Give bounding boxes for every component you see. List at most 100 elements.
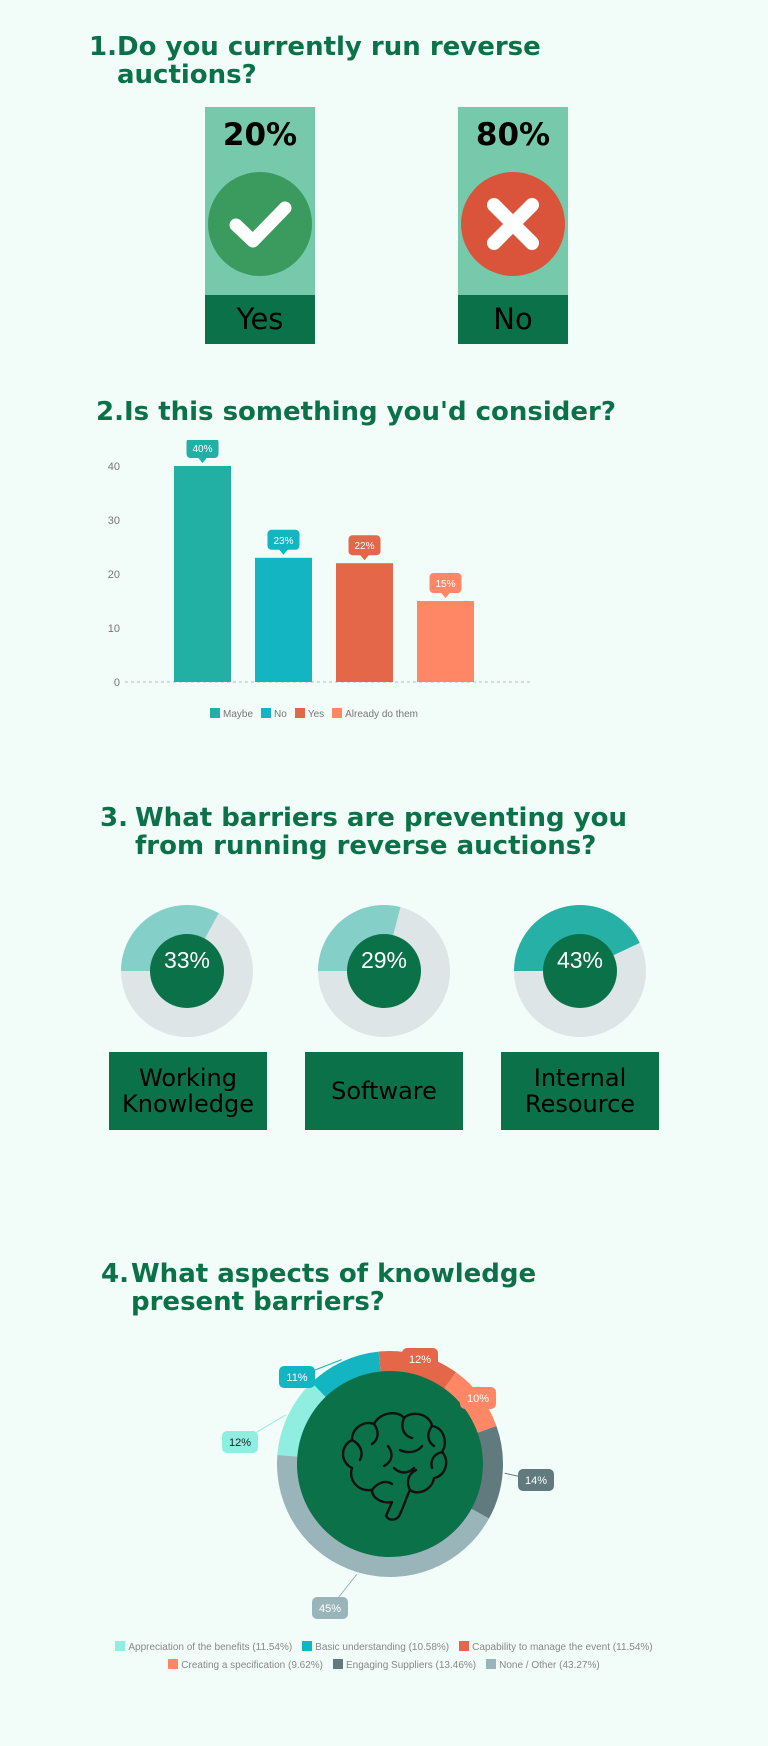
donut-internal-resource-pct: 43% bbox=[556, 947, 604, 973]
pie-legend-item: Basic understanding (10.58%) bbox=[302, 1641, 450, 1653]
donut-software-ring bbox=[318, 905, 450, 1037]
donut-working-knowledge: 33% bbox=[121, 905, 253, 1037]
pie-slice-tag: 14% bbox=[518, 1469, 554, 1491]
donut-software: 29% bbox=[318, 905, 450, 1037]
bar-value-tag-pointer bbox=[278, 548, 289, 555]
legend-swatch bbox=[332, 708, 343, 718]
donut-center bbox=[150, 934, 224, 1008]
legend-label: Engaging Suppliers (13.46%) bbox=[346, 1660, 477, 1671]
yes-circle bbox=[208, 172, 312, 276]
yes-card: 20% Yes bbox=[205, 107, 315, 344]
pie-slice-label: 11% bbox=[286, 1372, 307, 1384]
q2-title: 2. Is this something you'd consider? bbox=[96, 398, 716, 428]
q4-title-line2: present barriers? bbox=[131, 1287, 385, 1317]
legend-label: Appreciation of the benefits (11.54%) bbox=[128, 1642, 293, 1653]
pie-legend-item: None / Other (43.27%) bbox=[486, 1659, 600, 1671]
bar-legend-item: Maybe bbox=[210, 708, 253, 720]
legend-swatch bbox=[115, 1641, 126, 1651]
pie-legend-item: Engaging Suppliers (13.46%) bbox=[333, 1659, 477, 1671]
bar-value-tag-pointer bbox=[440, 592, 451, 598]
pie-slice-label: 14% bbox=[525, 1475, 547, 1487]
y-tick-label: 30 bbox=[108, 515, 120, 527]
pie-slice-tag-bg bbox=[460, 1387, 496, 1409]
x-icon bbox=[487, 198, 539, 250]
bar-value-tag-bg bbox=[348, 535, 381, 556]
pie-slice-label: 10% bbox=[467, 1393, 489, 1405]
donut-software-pct: 29% bbox=[360, 947, 408, 973]
q3-title: 3. What barriers are preventing you from… bbox=[100, 804, 720, 864]
bar-value-tag-pointer bbox=[197, 457, 208, 463]
pie-slice-tag: 10% bbox=[460, 1387, 496, 1409]
q3-title-line1: What barriers are preventing you bbox=[135, 803, 627, 833]
donut-working-knowledge-ring bbox=[121, 905, 253, 1037]
bar-value-label: 40% bbox=[192, 444, 212, 455]
q3-number: 3. bbox=[100, 803, 128, 833]
bar-no bbox=[255, 557, 312, 682]
barrier-working-knowledge: Working Knowledge bbox=[109, 1052, 267, 1130]
pie-slice-tag: 12% bbox=[222, 1431, 258, 1453]
bar-chart: 0 10 20 30 40 40% 23% 22% 15% bbox=[108, 440, 530, 689]
q4-title: 4. What aspects of knowledge present bar… bbox=[101, 1260, 721, 1320]
barrier-internal-resource-line1: Internal bbox=[533, 1064, 627, 1092]
bar-value-tag: 15% bbox=[429, 573, 462, 598]
y-tick-label: 40 bbox=[108, 461, 120, 473]
pie-legend-item: Appreciation of the benefits (11.54%) bbox=[115, 1641, 293, 1653]
q1-title: 1. Do you currently run reverse auctions… bbox=[89, 33, 689, 93]
pie-slice-tag: 11% bbox=[279, 1366, 315, 1388]
pie-slice-tag: 45% bbox=[312, 1597, 348, 1619]
bar-value-tag-bg bbox=[267, 529, 300, 550]
pie-slice-label: 45% bbox=[319, 1603, 341, 1615]
bar-value-label: 23% bbox=[273, 536, 293, 547]
pie-legend-item: Creating a specification (9.62%) bbox=[168, 1659, 324, 1671]
q2-title-text: Is this something you'd consider? bbox=[124, 397, 616, 427]
legend-swatch bbox=[333, 1659, 344, 1669]
bar-value-tag-bg bbox=[429, 573, 462, 593]
no-percent: 80% bbox=[475, 117, 551, 153]
brain-outline bbox=[341, 1412, 448, 1521]
bar-value-label: 15% bbox=[435, 579, 455, 590]
legend-label: Basic understanding (10.58%) bbox=[315, 1642, 450, 1653]
bar-value-tag: 40% bbox=[186, 440, 219, 463]
bar-value-tag-pointer bbox=[359, 554, 370, 561]
legend-label: Already do them bbox=[345, 709, 418, 720]
knowledge-donut-chart: 12% 11% 12% 10% 14% 45% bbox=[222, 1348, 554, 1619]
legend-label: Capability to manage the event (11.54%) bbox=[472, 1642, 653, 1653]
barrier-working-knowledge-line2: Knowledge bbox=[122, 1090, 254, 1118]
legend-label: None / Other (43.27%) bbox=[499, 1660, 600, 1671]
pie-legend-item: Capability to manage the event (11.54%) bbox=[459, 1641, 653, 1653]
pie-legend-row-2: Creating a specification (9.62%) Engaging… bbox=[0, 1659, 768, 1671]
legend-swatch bbox=[210, 708, 220, 718]
barrier-internal-resource: Internal Resource bbox=[501, 1052, 659, 1130]
q1-title-line2: auctions? bbox=[117, 60, 257, 90]
pie-slice-tag-bg bbox=[279, 1366, 315, 1388]
bar-value-label: 22% bbox=[354, 541, 374, 552]
donut-internal-resource-ring bbox=[514, 905, 646, 1037]
bar-value-tag: 22% bbox=[348, 535, 381, 561]
q4-number: 4. bbox=[101, 1259, 129, 1289]
no-card: 80% No bbox=[458, 107, 568, 344]
bar-value-tag-bg bbox=[186, 440, 219, 458]
brain-icon bbox=[341, 1412, 448, 1521]
donut-center bbox=[347, 934, 421, 1008]
legend-label: Creating a specification (9.62%) bbox=[181, 1660, 324, 1671]
pie-slice-label: 12% bbox=[409, 1354, 431, 1366]
brain-folds bbox=[350, 1416, 444, 1492]
legend-swatch bbox=[302, 1641, 313, 1651]
bar-value-tag: 23% bbox=[267, 529, 300, 555]
legend-swatch bbox=[294, 708, 305, 718]
no-label: No bbox=[458, 295, 568, 344]
q2-number: 2. bbox=[96, 397, 124, 427]
check-icon bbox=[229, 201, 292, 248]
y-tick-label: 10 bbox=[108, 623, 120, 635]
pie-slice-label: 12% bbox=[229, 1437, 251, 1449]
q4-title-line1: What aspects of knowledge bbox=[131, 1259, 537, 1289]
pie-slice-tag-bg bbox=[402, 1348, 438, 1370]
donut-center bbox=[543, 934, 617, 1008]
legend-swatch bbox=[261, 708, 272, 718]
q1-title-line1: Do you currently run reverse bbox=[117, 32, 541, 62]
barrier-software: Software bbox=[305, 1052, 463, 1130]
bar-legend-item: Already do them bbox=[332, 708, 418, 720]
legend-label: Maybe bbox=[223, 709, 254, 720]
q3-title-line2: from running reverse auctions? bbox=[135, 831, 597, 861]
donut-internal-resource: 43% bbox=[514, 905, 646, 1037]
